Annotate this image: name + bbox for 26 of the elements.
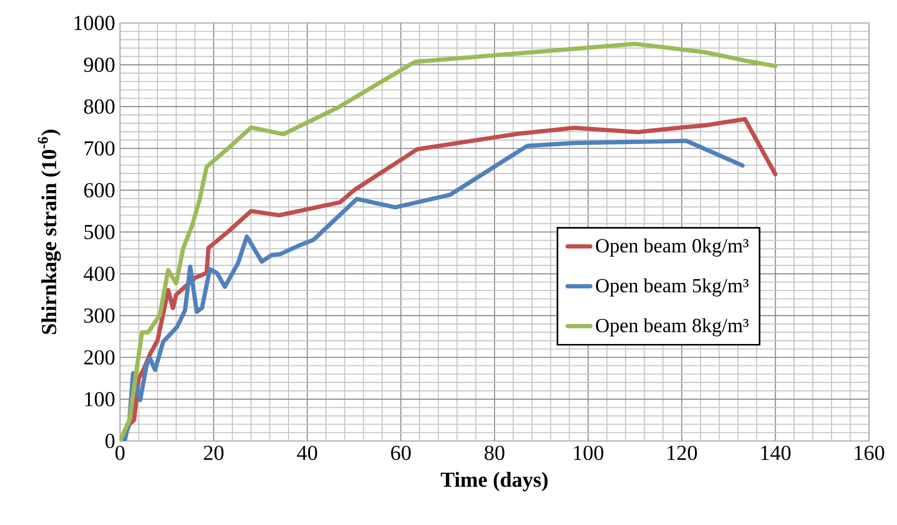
y-tick-label: 0 <box>105 434 114 448</box>
x-tick-label: 120 <box>668 446 697 460</box>
legend-label: Open beam 8kg/m³ <box>596 318 749 336</box>
x-tick-label: 40 <box>297 446 318 460</box>
y-tick-label: 1000 <box>74 16 114 30</box>
x-tick-label: 100 <box>574 446 604 460</box>
y-tick-label: 500 <box>84 224 114 240</box>
x-tick-label: 80 <box>484 446 504 460</box>
y-tick-label: 400 <box>84 266 114 281</box>
y-tick-label: 800 <box>84 99 114 114</box>
y-tick-label: 700 <box>84 141 114 156</box>
y-tick-label: 200 <box>84 350 114 365</box>
y-tick-label: 100 <box>85 392 114 406</box>
x-axis-title: Time (days) <box>440 472 548 492</box>
x-tick-label: 160 <box>854 446 884 460</box>
legend-label: Open beam 0kg/m³ <box>596 238 749 257</box>
x-tick-label: 0 <box>115 446 125 460</box>
y-tick-label: 600 <box>84 183 114 198</box>
x-tick-label: 60 <box>391 446 411 460</box>
x-tick-label: 140 <box>761 446 791 460</box>
y-tick-label: 900 <box>84 58 114 72</box>
x-tick-label: 20 <box>204 446 224 460</box>
y-tick-label: 300 <box>84 308 114 323</box>
line-series <box>120 42 778 441</box>
y-axis-title: Shirnkage strain (10$^{-6}$) <box>38 130 61 334</box>
legend-label: Open beam 5kg/m³ <box>596 278 749 297</box>
